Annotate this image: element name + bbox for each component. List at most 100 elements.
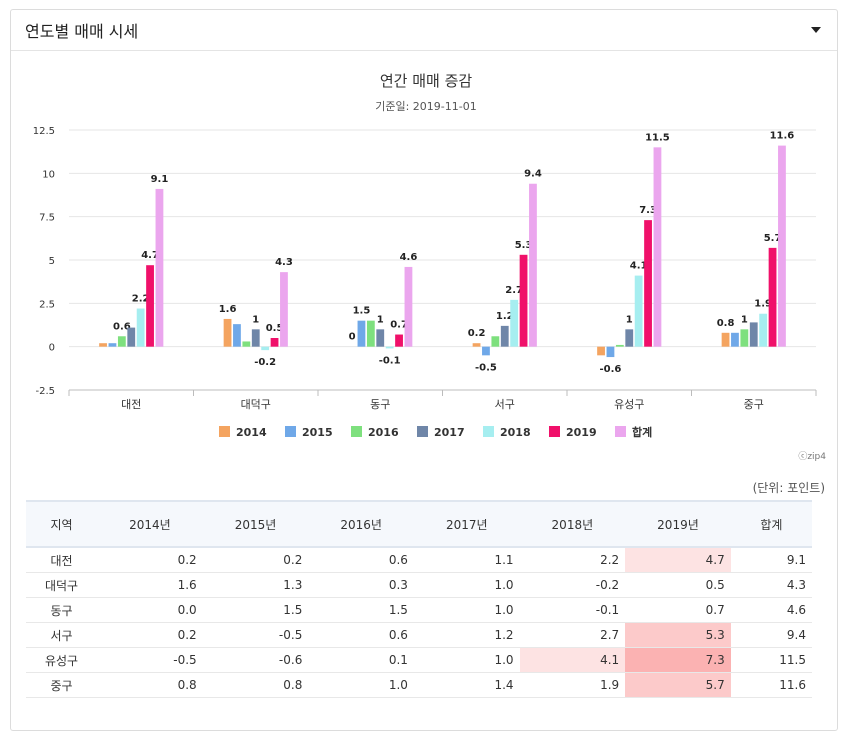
value-cell: -0.5 xyxy=(97,647,203,673)
column-header: 2019년 xyxy=(625,500,731,548)
legend-item: 2019 xyxy=(566,426,597,439)
value-cell: 5.3 xyxy=(625,622,731,648)
value-cell: -0.2 xyxy=(519,572,626,598)
column-header: 2014년 xyxy=(97,500,203,548)
value-cell: 1.4 xyxy=(413,672,520,698)
table-row: 동구 0.0 1.5 1.5 1.0 -0.1 0.7 4.6 xyxy=(26,597,812,623)
data-label: 0.7 xyxy=(390,320,408,331)
value-cell: 0.6 xyxy=(308,622,414,648)
value-cell: 1.1 xyxy=(413,547,520,573)
legend-swatch xyxy=(417,426,428,437)
region-cell: 중구 xyxy=(26,672,98,698)
y-tick-label: 10 xyxy=(42,169,55,180)
bar xyxy=(472,343,481,347)
region-cell: 대전 xyxy=(26,547,98,573)
bar xyxy=(261,346,270,351)
value-cell: 0.1 xyxy=(308,647,414,673)
data-label: 1 xyxy=(252,314,259,325)
table-row: 대덕구 1.6 1.3 0.3 1.0 -0.2 0.5 4.3 xyxy=(26,572,812,598)
bar xyxy=(127,327,136,347)
column-header: 지역 xyxy=(26,500,98,548)
region-cell: 대덕구 xyxy=(26,572,98,598)
data-label: 0.2 xyxy=(468,328,486,339)
value-cell: 1.0 xyxy=(413,647,520,673)
column-header: 2015년 xyxy=(202,500,309,548)
value-cell: 9.1 xyxy=(730,547,812,573)
data-label: -0.5 xyxy=(475,362,497,373)
x-tick-label: 서구 xyxy=(495,398,515,411)
bar xyxy=(510,299,519,347)
value-cell: 0.7 xyxy=(625,597,731,623)
bar xyxy=(644,220,652,347)
legend-swatch xyxy=(285,426,296,437)
table-row: 서구 0.2 -0.5 0.6 1.2 2.7 5.3 9.4 xyxy=(26,622,812,648)
bar xyxy=(280,272,288,347)
data-label: 4.3 xyxy=(275,257,293,268)
data-label: 1 xyxy=(741,314,748,325)
data-label: 1.2 xyxy=(496,311,514,322)
data-label: 11.5 xyxy=(645,132,670,143)
data-label: 4.6 xyxy=(400,252,418,263)
region-cell: 서구 xyxy=(26,622,98,648)
bar xyxy=(500,325,509,347)
bar xyxy=(768,247,777,347)
x-tick-label: 유성구 xyxy=(614,398,644,411)
bar xyxy=(625,329,634,347)
data-label: 0.5 xyxy=(266,323,284,334)
value-cell: 0.2 xyxy=(97,547,203,573)
data-label: 1 xyxy=(626,314,633,325)
y-tick-label: 7.5 xyxy=(39,213,55,224)
region-cell: 동구 xyxy=(26,597,98,623)
unit-note: (단위: 포인트) xyxy=(752,481,825,495)
chart-credit: ⓒzip4 xyxy=(798,451,826,462)
data-label: 1.6 xyxy=(219,304,237,315)
value-cell: -0.5 xyxy=(202,622,309,648)
y-tick-label: 2.5 xyxy=(39,299,55,310)
value-cell: 9.4 xyxy=(730,622,812,648)
bar xyxy=(357,320,366,347)
bar xyxy=(366,320,375,347)
data-label: 9.4 xyxy=(524,169,542,180)
bar xyxy=(731,332,739,347)
panel-title: 연도별 매매 시세 xyxy=(25,22,139,41)
value-cell: 0.2 xyxy=(202,547,309,573)
legend-swatch xyxy=(615,426,626,437)
bar xyxy=(404,266,413,347)
x-tick-label: 대전 xyxy=(121,398,141,411)
bar xyxy=(251,329,260,347)
value-cell: 1.0 xyxy=(413,572,520,598)
value-cell: 2.7 xyxy=(519,622,626,648)
data-label: 1.5 xyxy=(353,306,371,317)
value-cell: -0.1 xyxy=(519,597,626,623)
column-header: 합계 xyxy=(730,500,812,548)
legend-swatch xyxy=(549,426,560,437)
value-cell: 5.7 xyxy=(625,672,731,698)
bar xyxy=(606,346,615,358)
value-cell: 1.6 xyxy=(97,572,203,598)
data-label: 0 xyxy=(349,332,356,343)
value-cell: 4.1 xyxy=(519,647,626,673)
bar xyxy=(385,346,394,349)
legend-item: 2018 xyxy=(500,426,531,439)
value-cell: 7.3 xyxy=(625,647,731,673)
bar xyxy=(615,344,624,347)
table-row: 대전 0.2 0.2 0.6 1.1 2.2 4.7 9.1 xyxy=(26,547,812,573)
value-cell: 1.5 xyxy=(202,597,309,623)
value-cell: 4.7 xyxy=(625,547,731,573)
data-label: 2.2 xyxy=(132,294,150,305)
value-cell: 0.2 xyxy=(97,622,203,648)
value-cell: 4.6 xyxy=(730,597,812,623)
column-header: 2017년 xyxy=(413,500,520,548)
value-cell: 11.5 xyxy=(730,647,812,673)
y-tick-label: -2.5 xyxy=(35,386,55,397)
region-cell: 유성구 xyxy=(26,647,98,673)
price-table: 지역 2014년 2015년 2016년 2017년 2018년 2019년 합계 대전 0.2… xyxy=(26,500,812,698)
bar xyxy=(529,183,537,347)
value-cell: 1.5 xyxy=(308,597,414,623)
y-tick-label: 0 xyxy=(49,343,55,354)
bar xyxy=(491,336,500,347)
data-label: -0.6 xyxy=(600,364,622,375)
legend-item: 2016 xyxy=(368,426,399,439)
chevron-down-icon[interactable] xyxy=(811,27,821,33)
data-label: 11.6 xyxy=(770,131,795,142)
